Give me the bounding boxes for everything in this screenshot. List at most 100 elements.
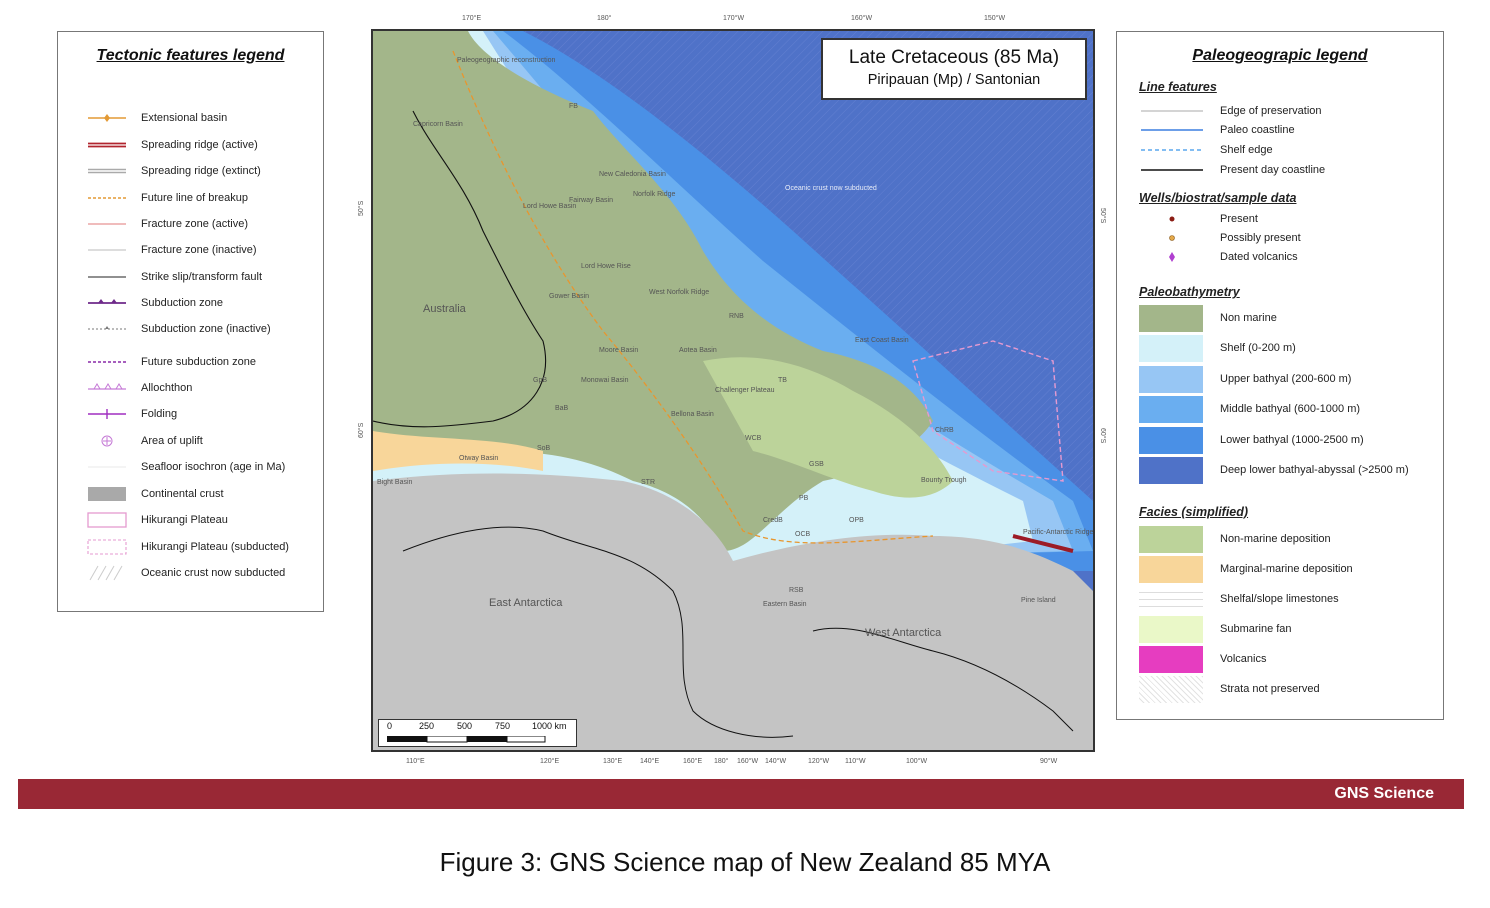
- well-label-present: Present: [1220, 213, 1258, 225]
- bottom-degree-160w: 160°W: [737, 758, 759, 765]
- future-breakup-line: [452, 50, 934, 544]
- swatch-label: Strata not preserved: [1220, 683, 1320, 695]
- tectonic-legend-title: Tectonic features legend: [96, 47, 285, 64]
- label-east-coast-basin: East Coast Basin: [855, 337, 909, 344]
- west-antarctica-coastline: [812, 627, 1074, 732]
- label-tb: TB: [778, 377, 787, 384]
- label-west-norfolk-ridge: West Norfolk Ridge: [649, 289, 710, 296]
- tectonic-legend-label: Fracture zone (active): [141, 218, 248, 230]
- possibly-present-dot-icon: [1169, 235, 1175, 241]
- bottom-degree-140e: 140°E: [640, 758, 660, 765]
- scale-tick-250: 250: [419, 721, 435, 731]
- wells-title: Wells/biostrat/sample data: [1139, 191, 1297, 205]
- paleogeographic-legend: Paleogeograpic legend Line features Edge…: [1116, 31, 1444, 720]
- tectonic-legend-label: Hikurangi Plateau (subducted): [141, 541, 289, 553]
- bottom-degree-160e: 160°E: [683, 758, 703, 765]
- fracture-zone-inactive-icon: [88, 249, 126, 251]
- color-swatch: [1139, 457, 1203, 484]
- color-swatch: [1139, 427, 1203, 454]
- extensional-basin-icon: [88, 114, 126, 122]
- subduction-zone-inactive-icon: [88, 326, 126, 330]
- label-rsb: RSB: [789, 587, 804, 594]
- hikurangi-plateau-outline: [912, 340, 1064, 482]
- label-bight: Bight Basin: [377, 479, 413, 486]
- label-bellona-basin: Bellona Basin: [671, 411, 714, 418]
- label-monowai-basin: Monowai Basin: [581, 377, 629, 384]
- fracture-zone-active-icon: [88, 223, 126, 225]
- antarctica-landmass: [373, 473, 1093, 750]
- tectonic-legend-label: Continental crust: [141, 488, 224, 500]
- tectonic-legend-label: Future subduction zone: [141, 356, 256, 368]
- left-degree-60s: 60°S: [358, 422, 365, 438]
- shelf-edge-icon: [1141, 149, 1203, 151]
- paleo-coastline-icon: [1141, 129, 1203, 131]
- map-subtitle: Piripauan (Mp) / Santonian: [867, 72, 1041, 88]
- label-pb: PB: [799, 495, 809, 502]
- label-credb: CredB: [763, 517, 783, 524]
- label-east-antarctica: East Antarctica: [489, 597, 563, 609]
- tectonic-legend-label: Oceanic crust now subducted: [141, 567, 286, 579]
- color-swatch: [1139, 616, 1203, 643]
- label-str: STR: [641, 479, 655, 486]
- bottom-degree-90w: 90°W: [1040, 758, 1058, 765]
- allochthon-icon: [88, 383, 126, 390]
- tectonic-legend-label: Seafloor isochron (age in Ma): [141, 461, 286, 473]
- label-bounty-trough: Bounty Trough: [921, 477, 967, 484]
- color-swatch: [1139, 396, 1203, 423]
- label-sob: SoB: [537, 445, 551, 452]
- zealandia-land: [703, 357, 953, 498]
- label-west-antarctica: West Antarctica: [865, 627, 942, 639]
- bottom-degree-100w: 100°W: [906, 758, 928, 765]
- label-chrb: ChRB: [935, 427, 954, 434]
- bottom-degree-130e: 130°E: [603, 758, 623, 765]
- future-breakup-icon: [88, 197, 126, 199]
- dated-volcanics-diamond-icon: [1169, 252, 1175, 262]
- scale-tick-750: 750: [495, 721, 511, 731]
- bottom-degree-140w: 140°W: [765, 758, 787, 765]
- bottom-degree-180: 180°: [714, 758, 729, 765]
- label-eastern-basin: Eastern Basin: [763, 601, 807, 608]
- swatch-label: Shelfal/slope limestones: [1220, 593, 1339, 605]
- line-label-paleo-coast: Paleo coastline: [1220, 124, 1295, 136]
- swatch-label: Marginal-marine deposition: [1220, 563, 1353, 575]
- line-label-present-coast: Present day coastline: [1220, 164, 1326, 176]
- color-swatch: [1139, 556, 1203, 583]
- top-degree-180: 180°: [597, 15, 612, 22]
- uplift-icon: [101, 435, 113, 447]
- label-moore-basin: Moore Basin: [599, 347, 639, 354]
- continental-crust-icon: [88, 487, 126, 501]
- label-bab: BaB: [555, 405, 569, 412]
- tectonic-legend-label: Subduction zone: [141, 297, 223, 309]
- top-degree-160w: 160°W: [851, 15, 873, 22]
- swatch-label: Lower bathyal (1000-2500 m): [1220, 434, 1364, 446]
- color-swatch: [1139, 646, 1203, 673]
- color-swatch: [1139, 676, 1203, 703]
- paleogeographic-map: Late Cretaceous (85 Ma) Piripauan (Mp) /…: [371, 29, 1095, 752]
- line-label-edge: Edge of preservation: [1220, 105, 1322, 117]
- oceanic-subducted-icon: [89, 565, 123, 581]
- label-aotea-basin: Aotea Basin: [679, 347, 717, 354]
- bathymetry-title: Paleobathymetry: [1139, 285, 1240, 299]
- well-label-possible: Possibly present: [1220, 232, 1301, 244]
- color-swatch: [1139, 586, 1203, 613]
- paleo-legend-title: Paleogeograpic legend: [1192, 47, 1368, 64]
- label-gower-basin: Gower Basin: [549, 293, 590, 300]
- tectonic-legend-label: Allochthon: [141, 382, 193, 394]
- bottom-degree-110w: 110°W: [845, 758, 866, 765]
- well-label-volcanics: Dated volcanics: [1220, 251, 1298, 263]
- figure-caption: Figure 3: GNS Science map of New Zealand…: [439, 847, 1051, 877]
- facies-title: Facies (simplified): [1139, 505, 1249, 519]
- tectonic-legend-label: Subduction zone (inactive): [141, 323, 271, 335]
- label-rnb: RNB: [729, 313, 744, 320]
- label-capricorn: Capricorn Basin: [413, 121, 463, 128]
- color-swatch: [1139, 305, 1203, 332]
- label-fb: FB: [569, 103, 578, 110]
- color-swatch: [1139, 366, 1203, 393]
- tectonic-legend-label: Folding: [141, 408, 178, 420]
- map-canvas: [373, 31, 1093, 750]
- tectonic-legend-label: Spreading ridge (extinct): [141, 165, 261, 177]
- top-degree-170w: 170°W: [723, 15, 745, 22]
- label-paleogeographic-reconstruction: Paleogeographic reconstruction: [457, 57, 556, 64]
- swatch-label: Shelf (0-200 m): [1220, 342, 1296, 354]
- scale-tick-1000: 1000 km: [532, 721, 567, 731]
